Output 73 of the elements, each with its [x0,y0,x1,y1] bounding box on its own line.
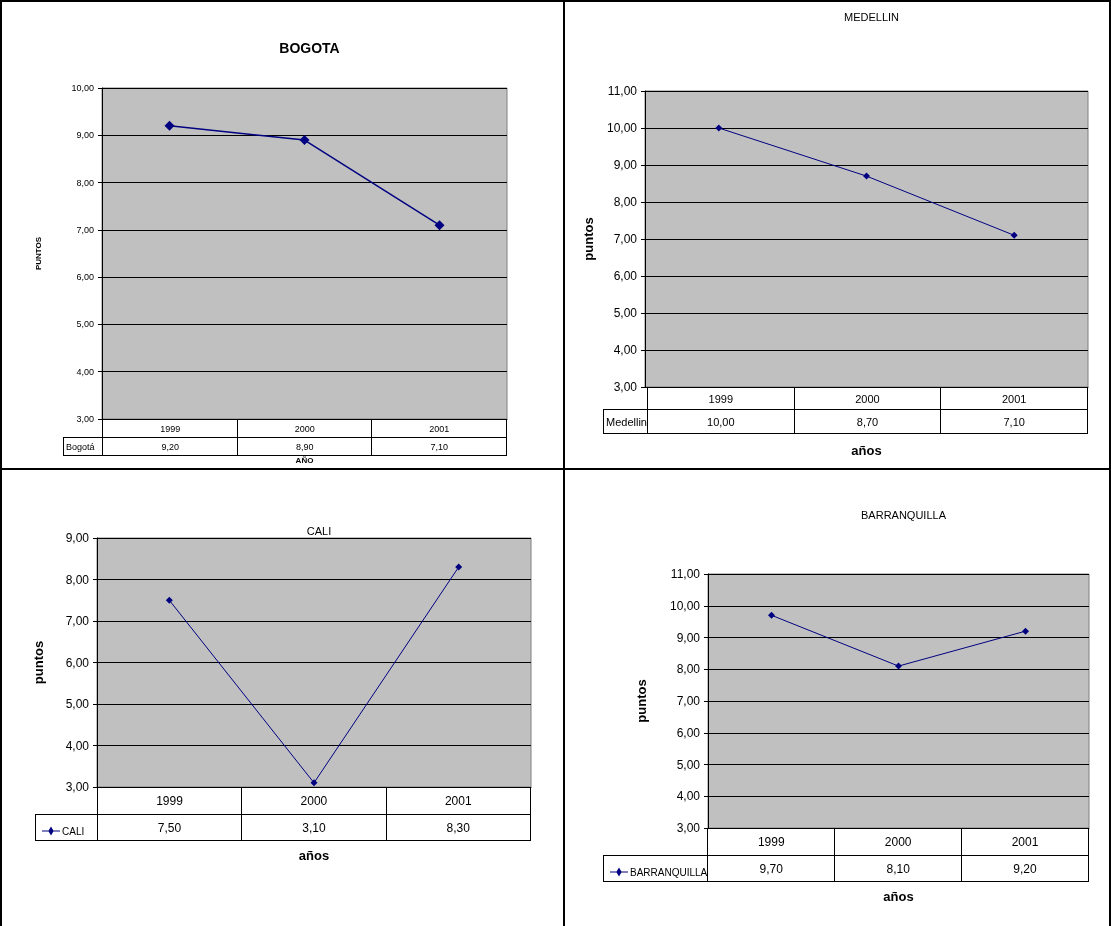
x-tick-label: 1999 [707,828,835,856]
x-tick-label: 2000 [794,387,941,410]
x-tick-label: 2000 [241,787,387,815]
chart-title: MEDELLIN [843,10,900,23]
y-tick-label: 8,00 [65,572,90,587]
y-tick-label: 7,00 [613,232,638,246]
y-tick-label: 5,00 [65,697,90,711]
y-tick-label: 5,00 [76,319,94,330]
y-tick-label: 8,00 [613,195,638,209]
x-tick-label: 1999 [102,419,238,438]
y-tick-label: 7,00 [676,694,701,708]
y-tick-label: 9,00 [676,630,701,645]
y-tick-label: 5,00 [676,757,701,772]
y-tick-label: 3,00 [613,380,638,394]
y-tick-label: 3,00 [676,821,701,835]
y-tick-label: 10,00 [71,83,94,93]
y-tick-label: 11,00 [607,84,638,98]
y-axis-title: puntos [634,679,649,723]
x-tick-label: 2001 [940,387,1088,410]
legend-label: BARRANQUILLA [630,866,708,878]
y-axis-title: PUNTOS [33,236,43,271]
data-label: 7,10 [940,409,1088,434]
x-tick-label: 2001 [386,787,531,815]
y-tick-label: 4,00 [76,366,94,377]
x-tick-label: 1999 [647,387,795,410]
y-tick-label: 6,00 [76,272,94,283]
data-label: 8,10 [834,855,962,882]
data-label: 8,70 [794,409,941,434]
y-tick-label: 6,00 [65,655,90,670]
y-tick-label: 7,00 [65,614,90,628]
x-axis-title: años [297,848,331,863]
x-tick-label: 1999 [97,787,242,815]
y-tick-label: 9,00 [76,130,94,141]
chart-title: BARRANQUILLA [861,508,947,521]
data-label: 9,20 [102,437,238,456]
x-axis-title: años [850,443,883,458]
data-label: 10,00 [647,409,795,434]
data-label: 7,10 [371,437,507,456]
data-label: 3,10 [241,814,387,841]
chart-title: CALI [306,524,332,537]
y-tick-label: 3,00 [76,414,94,424]
x-tick-label: 2000 [237,419,372,438]
data-label: 8,30 [386,814,531,841]
x-tick-label: 2000 [834,828,962,856]
y-axis-title: puntos [31,640,46,685]
y-tick-label: 10,00 [669,598,701,613]
y-tick-label: 5,00 [613,306,638,320]
y-tick-label: 6,00 [613,269,638,283]
y-tick-label: 9,00 [65,531,90,545]
x-axis-title: AÑO [294,456,315,465]
y-tick-label: 8,00 [76,177,94,188]
x-tick-label: 2001 [371,419,507,438]
y-tick-label: 8,00 [676,662,701,677]
text: Bogotá [63,437,103,456]
text: Medellin [603,409,648,434]
y-tick-label: 4,00 [676,789,701,804]
chart-title: BOGOTA [279,40,340,56]
y-tick-label: 4,00 [613,343,638,357]
data-label: 7,50 [97,814,242,841]
y-axis-title: puntos [581,217,596,261]
y-tick-label: 10,00 [606,121,638,135]
y-tick-label: 4,00 [65,738,90,753]
y-tick-label: 6,00 [676,725,701,740]
x-axis-title: años [882,889,915,904]
y-tick-label: 3,00 [65,780,90,794]
x-tick-label: 2001 [961,828,1089,856]
y-tick-label: 7,00 [76,224,94,235]
legend-label: CALI [62,825,85,837]
y-tick-label: 11,00 [670,567,701,581]
y-tick-label: 9,00 [613,158,638,172]
data-label: 9,20 [961,855,1089,882]
data-label: 8,90 [237,437,372,456]
data-label: 9,70 [707,855,835,882]
